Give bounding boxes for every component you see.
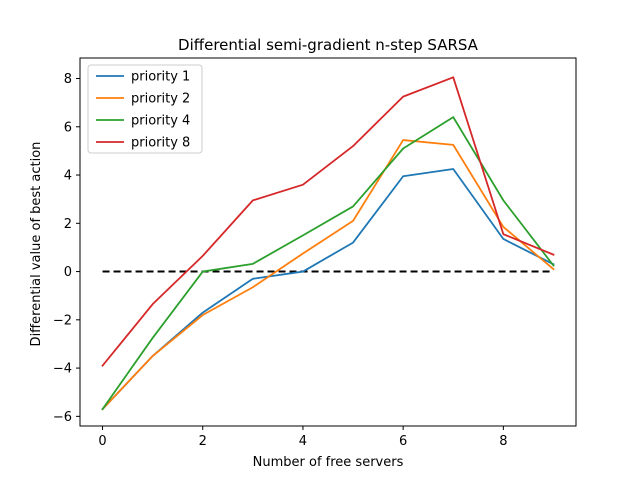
legend-label-2: priority 2 (131, 92, 190, 107)
series-line-1 (101, 168, 555, 411)
x-tick-label: 4 (299, 434, 307, 449)
legend-label-4: priority 8 (131, 136, 190, 151)
plot-frame (79, 57, 577, 427)
legend-box (87, 64, 203, 154)
x-tick-label: 6 (399, 434, 407, 449)
y-tick-label: 6 (64, 120, 72, 135)
y-tick-label: 2 (64, 217, 72, 232)
x-tick-label: 0 (98, 434, 106, 449)
y-tick-label: −6 (53, 410, 72, 425)
y-tick-label: 8 (64, 72, 72, 87)
ticks-layer: 0 2 4 6 8 −6 −4 −2 0 2 4 6 8 (53, 72, 508, 449)
series-line-4 (101, 76, 555, 367)
y-tick-label: 0 (64, 265, 72, 280)
x-axis-label: Number of free servers (253, 455, 404, 470)
legend: priority 1 priority 2 priority 4 priority 8 (87, 64, 203, 154)
x-tick-label: 8 (499, 434, 507, 449)
axes-layer (79, 57, 577, 427)
y-axis-label: Differential value of best action (29, 142, 44, 347)
series-layer (101, 76, 555, 411)
legend-label-1: priority 1 (131, 70, 190, 85)
series-line-2 (101, 139, 555, 411)
chart-title: Differential semi-gradient n-step SARSA (178, 36, 479, 54)
legend-label-3: priority 4 (131, 114, 190, 129)
series-line-3 (101, 116, 555, 411)
y-tick-label: −4 (53, 362, 72, 377)
y-tick-label: −2 (53, 313, 72, 328)
x-tick-label: 2 (199, 434, 207, 449)
y-tick-label: 4 (64, 169, 72, 184)
